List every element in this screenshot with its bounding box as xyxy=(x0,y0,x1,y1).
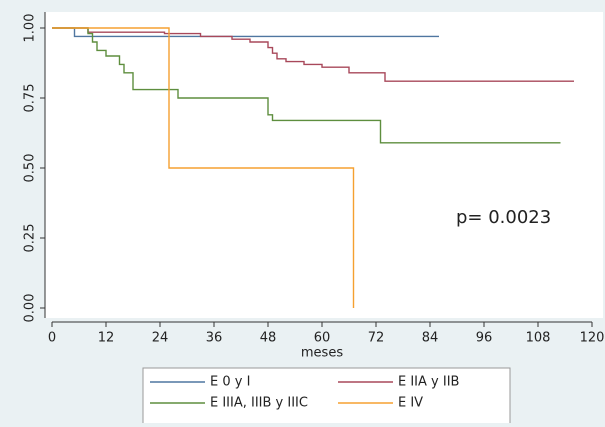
x-tick-label: 48 xyxy=(260,331,277,346)
x-tick-label: 0 xyxy=(48,331,56,346)
x-tick-label: 72 xyxy=(368,331,385,346)
x-axis-label: meses xyxy=(301,346,343,361)
legend-label: E IIA y IIB xyxy=(398,375,459,390)
x-tick-label: 84 xyxy=(422,331,439,346)
annotation: p= 0.0023 xyxy=(456,207,551,228)
y-tick-label: 0.25 xyxy=(23,224,38,253)
y-tick-label: 0.50 xyxy=(23,154,38,183)
x-tick-label: 120 xyxy=(580,331,605,346)
y-tick-label: 1.00 xyxy=(23,14,38,43)
x-tick-label: 60 xyxy=(314,331,331,346)
plot-area xyxy=(45,12,603,318)
survival-curve xyxy=(52,27,355,308)
legend-label: E IV xyxy=(398,396,423,411)
legend-label: E 0 y I xyxy=(210,375,250,390)
x-tick-label: 36 xyxy=(206,331,223,346)
x-tick-label: 96 xyxy=(476,331,493,346)
y-tick-label: 0.00 xyxy=(23,294,38,323)
x-tick-label: 12 xyxy=(98,331,115,346)
y-tick-label: 0.75 xyxy=(23,84,38,113)
legend xyxy=(142,367,511,427)
x-tick-label: 108 xyxy=(526,331,551,346)
survival-curve xyxy=(52,27,561,144)
legend-label: E IIIA, IIIB y IIIC xyxy=(210,396,308,411)
survival-curve xyxy=(52,27,574,82)
x-tick-label: 24 xyxy=(152,331,169,346)
